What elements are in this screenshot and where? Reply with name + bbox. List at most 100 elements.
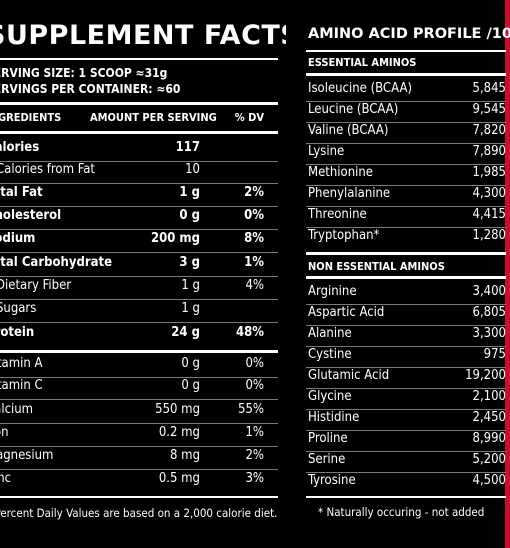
nutrient-name: Total Carbohydrate (0, 255, 113, 270)
nutrient-name: Sugars (0, 301, 37, 316)
nutrient-dv: 1% (245, 425, 264, 440)
title-rule (0, 58, 278, 60)
table-row: Cholesterol 0 g 0% (0, 208, 286, 230)
servings-per-container: SERVINGS PER CONTAINER: ≈60 (0, 82, 181, 96)
nutrient-amount: 24 g (171, 325, 200, 340)
nutrient-name: Total Fat (0, 185, 43, 200)
nutrient-name: Cholesterol (0, 208, 62, 223)
amino-bottom-rule (306, 496, 506, 498)
row-divider (306, 472, 506, 473)
row-divider (0, 423, 278, 424)
row-divider (306, 325, 506, 326)
amino-row: Histidine 2,450 (306, 410, 506, 431)
amino-value: 19,200 (465, 368, 506, 383)
amino-value: 975 (483, 347, 506, 362)
nutrient-dv: 0% (245, 378, 264, 393)
amino-row: Glutamic Acid 19,200 (306, 368, 506, 389)
amino-row: Tyrosine 4,500 (306, 473, 506, 494)
nutrient-dv: 3% (245, 471, 264, 486)
nutrient-dv: 2% (245, 448, 264, 463)
amino-value: 8,990 (472, 431, 506, 446)
table-row: Total Fat 1 g 2% (0, 185, 286, 207)
nutrient-dv: 4% (245, 278, 264, 293)
amino-row: Arginine 3,400 (306, 284, 506, 305)
row-divider (306, 101, 506, 102)
non-essential-aminos-label: NON ESSENTIAL AMINOS (308, 260, 445, 273)
amino-row: Isoleucine (BCAA) 5,845 (306, 81, 506, 102)
nutrient-name: Vitamin A (0, 356, 43, 371)
table-row: Total Carbohydrate 3 g 1% (0, 255, 286, 277)
table-row: Vitamin C 0 g 0% (0, 378, 286, 400)
row-divider (0, 446, 278, 447)
col-amount: AMOUNT PER SERVING (90, 111, 217, 124)
non-essential-rule (306, 276, 506, 279)
amino-name: Glycine (308, 389, 352, 404)
table-row: Sugars 1 g (0, 301, 286, 323)
non-essential-top-rule (306, 252, 506, 255)
amino-acid-panel: AMINO ACID PROFILE /100g ESSENTIAL AMINO… (306, 0, 510, 548)
amino-value: 3,300 (472, 326, 506, 341)
row-divider (306, 451, 506, 452)
amino-value: 4,415 (472, 207, 506, 222)
amino-title-rule (306, 50, 506, 52)
nutrient-amount: 1 g (179, 185, 200, 200)
amino-value: 4,300 (472, 186, 506, 201)
nutrient-name: Calories (0, 140, 40, 155)
nutrient-amount: 8 mg (170, 448, 200, 463)
amino-value: 5,845 (472, 81, 506, 96)
row-divider (0, 377, 278, 378)
nutrient-name: Dietary Fiber (0, 278, 72, 293)
nutrient-name: Sodium (0, 231, 36, 246)
amino-value: 7,820 (472, 123, 506, 138)
table-row: Zinc 0.5 mg 3% (0, 471, 286, 493)
amino-name: Glutamic Acid (308, 368, 390, 383)
nutrient-amount: 1 g (181, 278, 200, 293)
nutrient-amount: 3 g (179, 255, 200, 270)
amino-row: Threonine 4,415 (306, 207, 506, 228)
row-divider (0, 276, 278, 277)
bottom-rule (0, 496, 278, 498)
nutrient-name: Zinc (0, 471, 12, 486)
row-divider (0, 399, 278, 400)
amino-value: 1,280 (472, 228, 506, 243)
nutrient-amount: 0.2 mg (158, 425, 200, 440)
amino-profile-title: AMINO ACID PROFILE /100g (308, 26, 510, 42)
row-divider (306, 367, 506, 368)
nutrient-dv: 8% (244, 231, 264, 246)
nutrient-amount: 550 mg (155, 402, 200, 417)
amino-value: 9,545 (472, 102, 506, 117)
amino-row: Lysine 7,890 (306, 144, 506, 165)
row-divider (306, 227, 506, 228)
amino-footnote: * Naturally occuring - not added (318, 505, 485, 519)
amino-row: Tryptophan* 1,280 (306, 228, 506, 249)
nutrient-name: Vitamin C (0, 378, 43, 393)
nutrient-amount: 117 (175, 140, 200, 155)
amino-value: 1,985 (472, 165, 506, 180)
nutrient-name: Magnesium (0, 448, 54, 463)
amino-name: Leucine (BCAA) (308, 102, 399, 117)
nutrient-name: Iron (0, 425, 9, 440)
table-row: Calories 117 (0, 140, 286, 162)
amino-name: Tryptophan* (308, 228, 380, 243)
nutrient-amount: 0 g (181, 378, 200, 393)
amino-name: Lysine (308, 144, 345, 159)
nutrient-dv: 0% (245, 356, 264, 371)
row-divider (306, 164, 506, 165)
nutrient-dv: 55% (238, 402, 264, 417)
row-divider (0, 206, 278, 207)
amino-name: Alanine (308, 326, 352, 341)
supplement-facts-panel: SUPPLEMENT FACTS SERVING SIZE: 1 SCOOP ≈… (0, 20, 286, 520)
row-divider (0, 183, 278, 184)
red-accent-bar (505, 0, 510, 548)
table-row: Calcium 550 mg 55% (0, 402, 286, 424)
nutrient-dv: 1% (244, 255, 264, 270)
amino-value: 6,805 (472, 305, 506, 320)
nutrient-amount: 10 (185, 162, 200, 177)
row-divider (306, 206, 506, 207)
serving-size: SERVING SIZE: 1 SCOOP ≈31g (0, 66, 168, 80)
nutrient-name: Calcium (0, 402, 34, 417)
col-ingredients: INGREDIENTS (0, 111, 62, 124)
amino-name: Arginine (308, 284, 357, 299)
row-divider (306, 430, 506, 431)
nutrient-amount: 0 g (179, 208, 200, 223)
